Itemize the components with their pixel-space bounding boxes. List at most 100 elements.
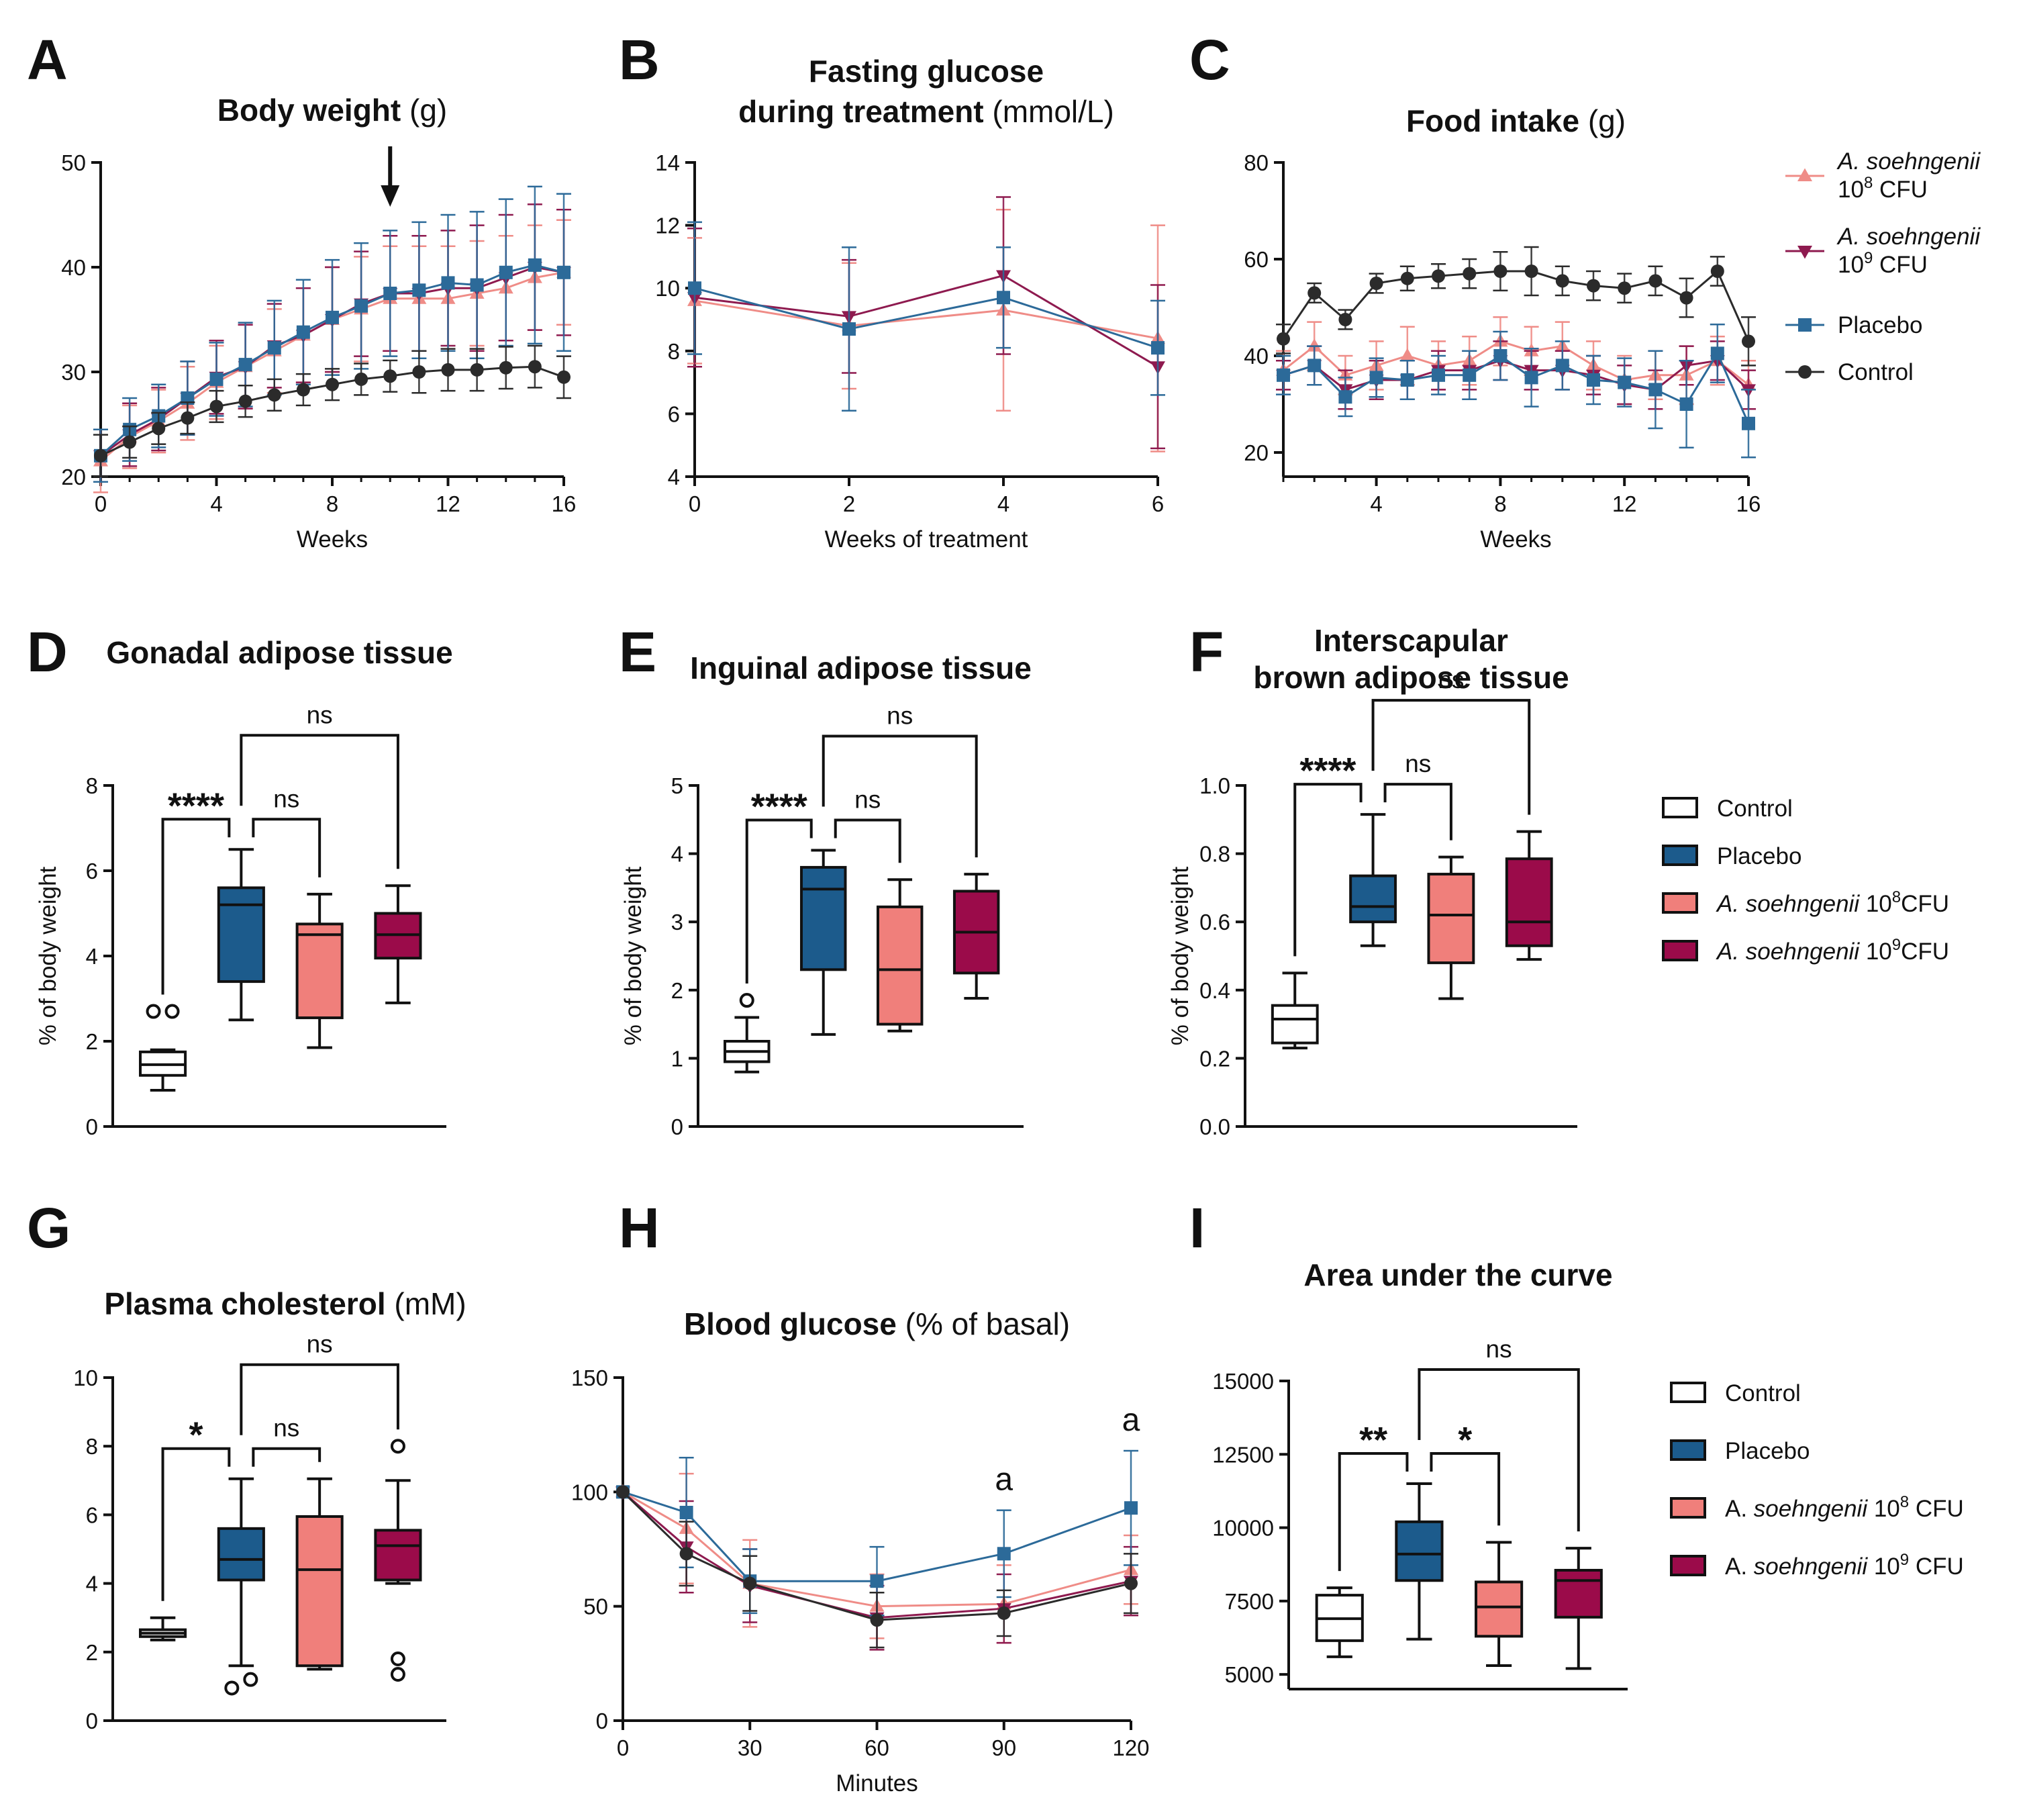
box-a109 (1505, 830, 1553, 961)
legend-item-a108: A. soehngenii 108 CFU (1670, 1493, 1964, 1522)
box-a109 (374, 1439, 422, 1682)
data-point (997, 1606, 1011, 1620)
y-tick-label: 8 (86, 773, 98, 798)
legend-swatch-box (1670, 1439, 1706, 1461)
bracket-line (1371, 699, 1531, 815)
data-point (267, 341, 281, 355)
comparison-bracket: ns (252, 1415, 322, 1467)
data-point (441, 276, 455, 290)
data-point (1463, 267, 1477, 281)
chart-title: Area under the curve (1303, 1257, 1612, 1292)
y-tick-label: 80 (1244, 150, 1269, 175)
legend-label: Placebo (1717, 843, 1801, 869)
x-tick-label: 2 (843, 491, 855, 516)
series-control (616, 1485, 1138, 1649)
bracket-label: ** (1359, 1420, 1387, 1460)
y-tick-label: 6 (86, 1502, 98, 1527)
series-control (93, 344, 571, 478)
data-point (1679, 397, 1693, 411)
bracket-label: ns (1405, 750, 1431, 777)
bracket-line (1430, 1452, 1501, 1526)
series-line (622, 1491, 1132, 1621)
outlier-point (243, 1672, 258, 1687)
box-iqr (217, 1527, 265, 1582)
y-tick-label: 0 (596, 1709, 608, 1733)
comparison-bracket: ns (1418, 1335, 1580, 1532)
legend-label: Control (1725, 1380, 1801, 1406)
y-axis-label: % of body weight (1167, 866, 1193, 1045)
y-tick-label: 0 (86, 1114, 98, 1139)
legend-swatch-box (1670, 1497, 1706, 1519)
bracket-label: ns (854, 786, 881, 814)
box-a108 (295, 1477, 344, 1671)
data-point (1432, 368, 1445, 382)
chart-panel-a: 20 30 40 50 0 4 8 12 16 Weeks Body weight (g) (61, 93, 576, 553)
comparison-bracket: **** (745, 787, 813, 984)
data-point (470, 278, 484, 292)
chart-panel-d: 0 2 4 6 8 % of body weight **** ns ns Gonadal adi… (35, 635, 453, 1139)
series-line (1283, 351, 1750, 424)
legend-item-a109: A. soehngenii 109CFU (1662, 936, 1949, 965)
series-line (622, 1491, 1132, 1608)
y-tick-label: 5000 (1225, 1662, 1274, 1687)
legend-item-placebo: Placebo (1785, 312, 1922, 338)
y-tick-label: 30 (61, 360, 86, 385)
bracket-line (1293, 783, 1363, 957)
data-point (1618, 281, 1632, 295)
y-tick-label: 10 (655, 276, 680, 301)
bracket-line (161, 1447, 231, 1601)
box-iqr (295, 922, 344, 1020)
legend-item-control: Control (1662, 796, 1793, 822)
y-tick-label: 6 (86, 859, 98, 883)
y-tick-label: 0.0 (1199, 1114, 1230, 1139)
x-axis-label: Minutes (836, 1770, 918, 1797)
data-point (296, 325, 310, 339)
chart-title: Plasma cholesterol (mM) (104, 1286, 466, 1321)
data-point (354, 299, 368, 313)
y-tick-label: 50 (61, 150, 86, 175)
data-point (842, 322, 856, 336)
y-tick-label: 50 (583, 1594, 608, 1619)
data-point (1277, 332, 1290, 346)
outlier-point (224, 1680, 240, 1696)
legend-label: Control (1838, 359, 1914, 385)
data-point (743, 1576, 757, 1590)
data-point (1493, 265, 1508, 278)
y-tick-label: 10000 (1212, 1516, 1274, 1541)
y-tick-label: 8 (86, 1434, 98, 1459)
y-tick-label: 20 (1244, 440, 1269, 465)
legend-swatch-box (1670, 1382, 1706, 1403)
data-point (528, 258, 542, 272)
legend-swatch-box (1662, 940, 1698, 961)
data-point (1587, 373, 1600, 387)
data-point (470, 363, 484, 377)
data-point (1307, 358, 1322, 373)
y-axis-label: % of body weight (620, 866, 646, 1045)
panel-label-h: H (619, 1196, 660, 1259)
data-point (1307, 286, 1322, 300)
data-point (557, 370, 571, 384)
x-tick-label: 30 (738, 1735, 762, 1760)
y-tick-label: 0.4 (1199, 978, 1230, 1003)
data-point (181, 411, 195, 425)
data-point (1742, 334, 1755, 348)
box-control (724, 993, 771, 1073)
x-tick-label: 8 (1494, 491, 1506, 516)
data-point (1742, 416, 1755, 430)
box-iqr (217, 886, 265, 984)
x-tick-label: 120 (1112, 1735, 1149, 1760)
outlier-point (164, 1004, 180, 1019)
legend-item-placebo: Placebo (1670, 1438, 1810, 1464)
chart-title: Interscapular (1314, 623, 1508, 658)
bracket-label: ns (273, 785, 299, 812)
box-iqr (1475, 1580, 1524, 1638)
data-point (383, 287, 397, 300)
x-tick-label: 0 (689, 491, 701, 516)
bracket-label: ns (887, 702, 913, 730)
legend-label: A. soehngenii (1836, 148, 1981, 175)
legend-label: A. soehngenii (1836, 224, 1981, 250)
box-control (139, 1616, 187, 1641)
